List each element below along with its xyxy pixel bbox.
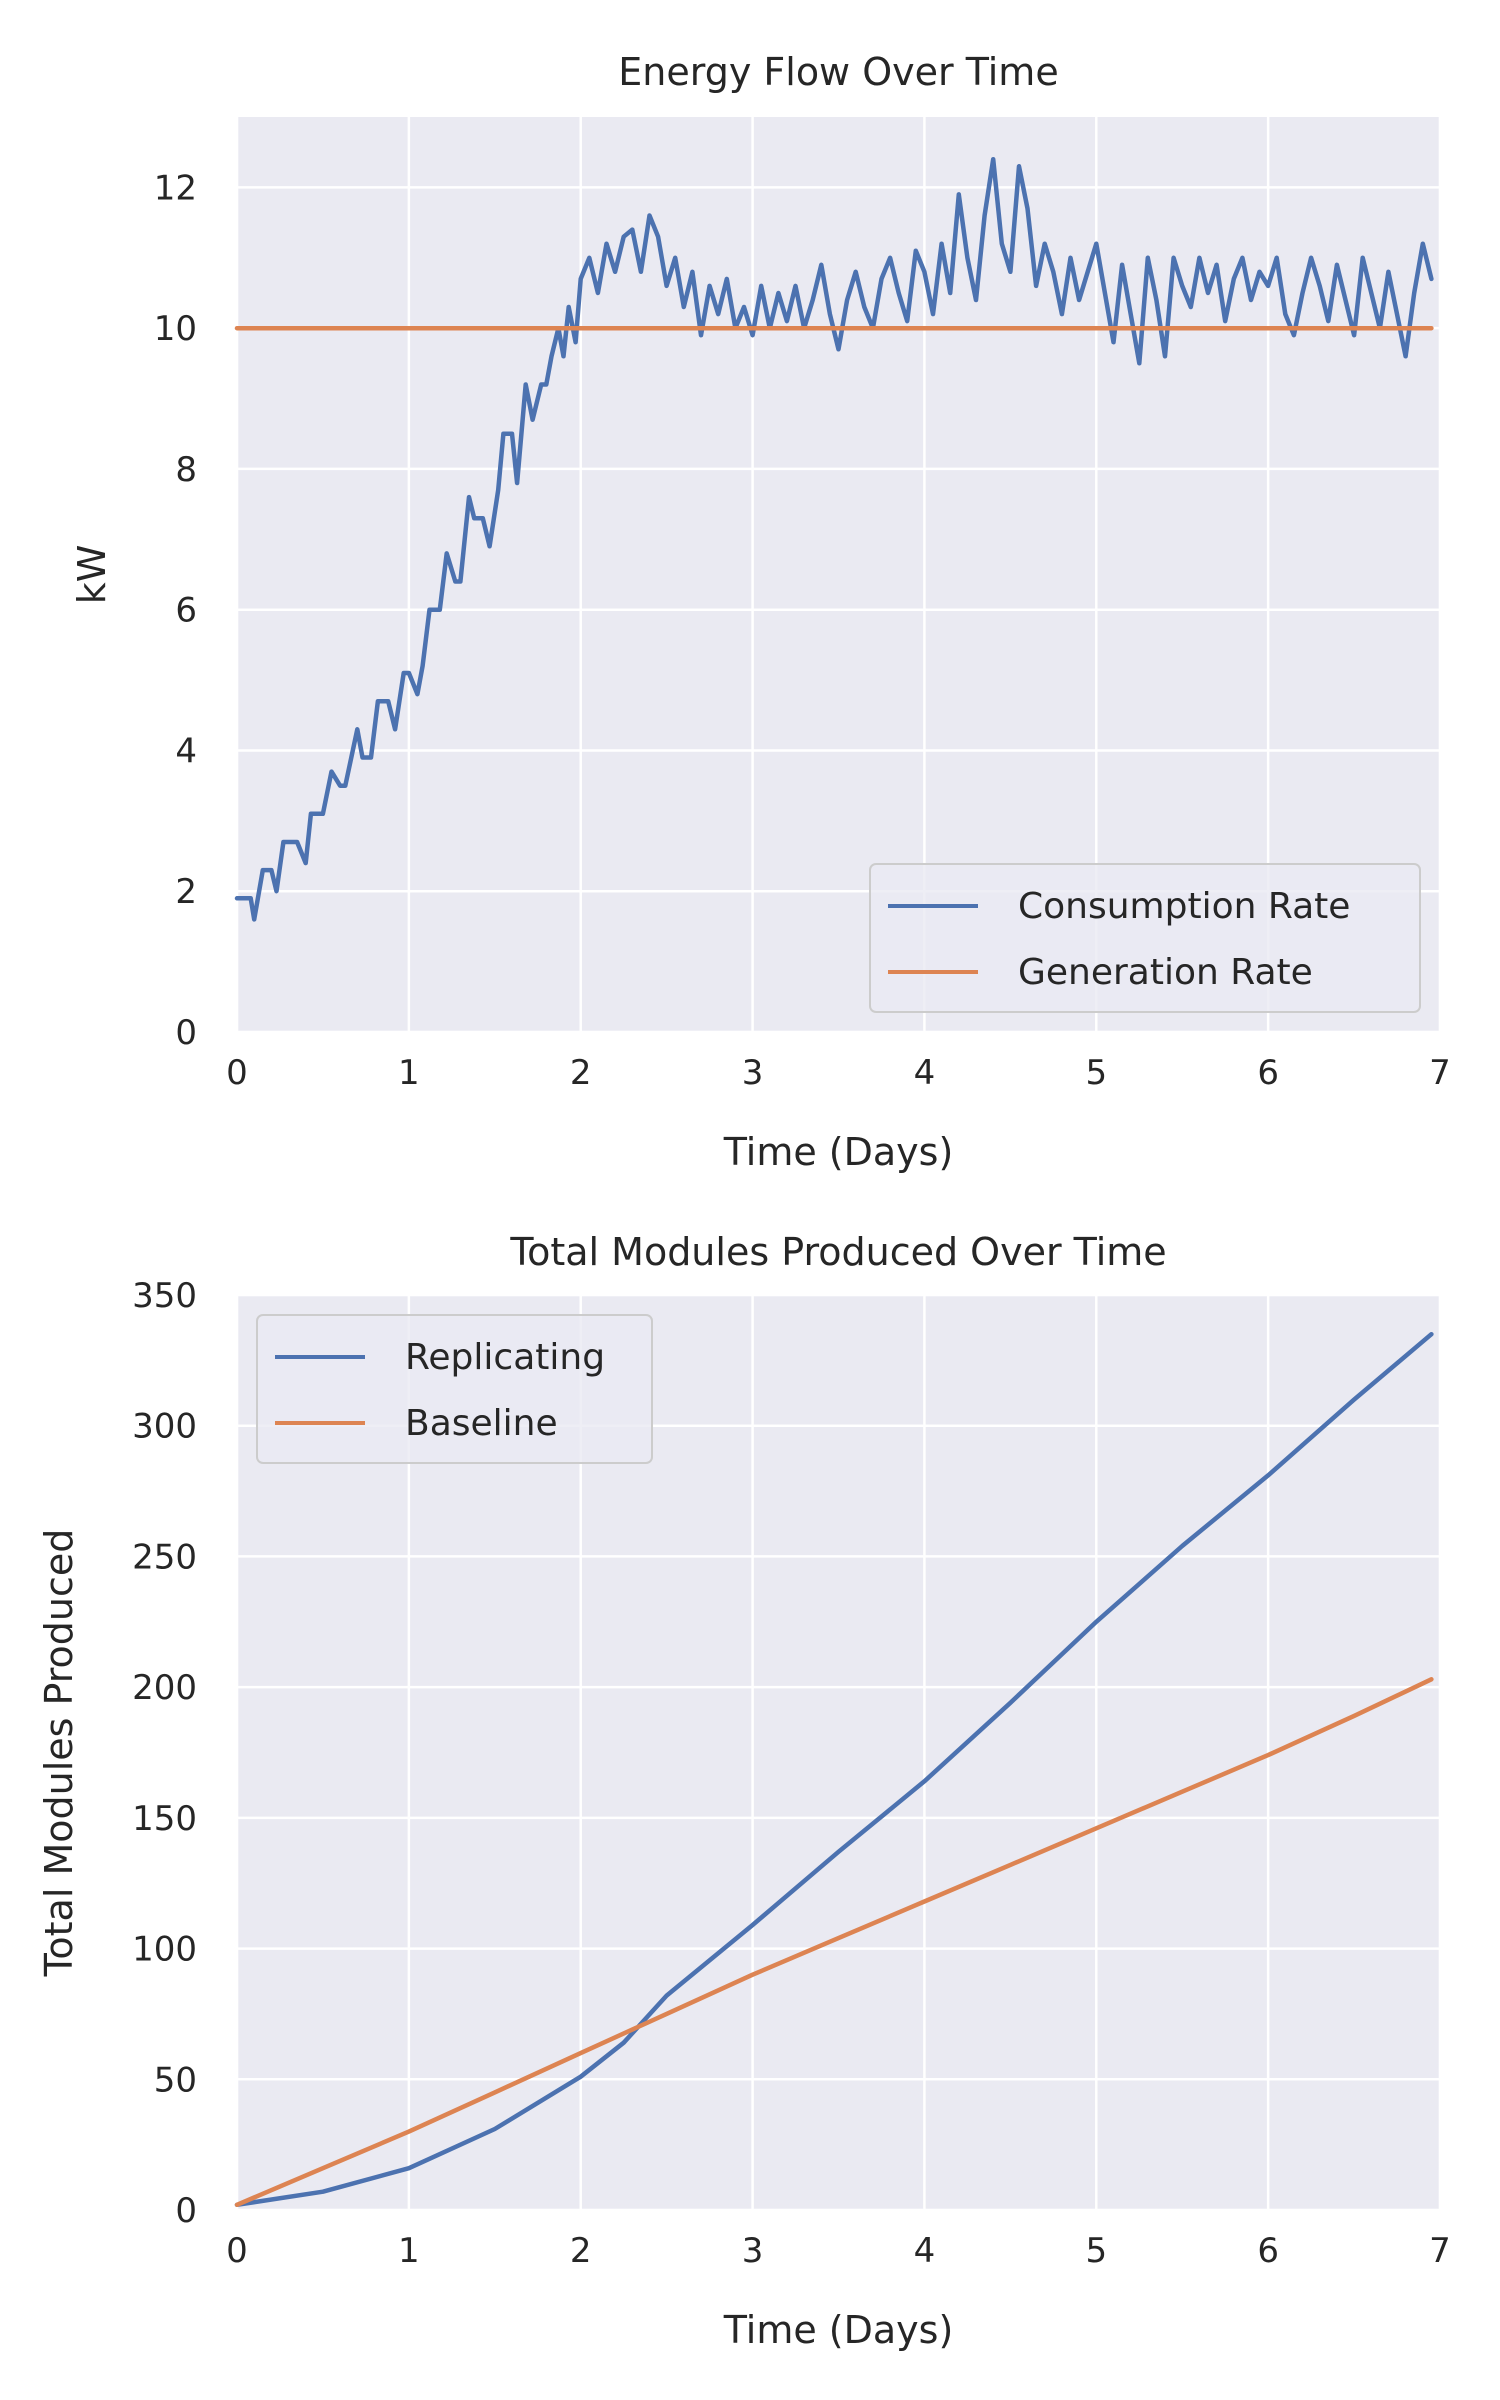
y-tick-label: 8 [175,450,197,490]
x-tick-label: 6 [1257,1053,1279,1093]
y-tick-label: 50 [154,2060,197,2100]
modules-ticks: 0 1 2 3 4 5 6 7 0 50 100 150 200 250 300 350 [132,1276,1451,2271]
series-line-consumption-rate [234,156,1434,922]
x-tick-label: 3 [742,1053,764,1093]
energy-legend: Consumption Rate Generation Rate [869,863,1421,1013]
x-tick-label: 2 [570,2231,592,2271]
x-tick-label: 0 [226,1053,248,1093]
y-tick-label: 12 [154,168,197,208]
x-tick-label: 2 [570,1053,592,1093]
x-tick-label: 0 [226,2231,248,2271]
y-tick-label: 0 [175,2191,197,2231]
energy-legend-box [869,863,1421,1013]
x-tick-label: 5 [1085,2231,1107,2271]
modules-series [234,1331,1434,2208]
y-tick-label: 2 [175,872,197,912]
energy-series [234,156,1434,922]
y-tick-label: 350 [132,1276,197,1316]
x-tick-label: 4 [914,2231,936,2271]
x-tick-label: 7 [1429,2231,1451,2271]
legend-label-generation: Generation Rate [1018,952,1313,993]
y-tick-label: 100 [132,1930,197,1970]
y-tick-label: 6 [175,591,197,631]
x-tick-label: 1 [398,2231,420,2271]
energy-chart-title: Energy Flow Over Time [618,50,1058,94]
modules-grid [235,1293,1442,2212]
x-tick-label: 7 [1429,1053,1451,1093]
y-tick-label: 250 [132,1537,197,1577]
legend-label-consumption: Consumption Rate [1018,886,1350,927]
x-tick-label: 3 [742,2231,764,2271]
series-line-baseline [234,1677,1434,2208]
energy-y-axis-label: kW [70,545,114,605]
modules-y-axis-label: Total Modules Produced [37,1529,81,1978]
y-tick-label: 4 [175,731,197,771]
y-tick-label: 0 [175,1013,197,1053]
x-tick-label: 4 [914,1053,936,1093]
legend-label-baseline: Baseline [405,1403,558,1444]
x-tick-label: 5 [1085,1053,1107,1093]
modules-legend-box [256,1314,653,1464]
modules-chart-title: Total Modules Produced Over Time [509,1230,1166,1274]
series-line-replicating [234,1331,1434,2208]
y-tick-label: 10 [154,309,197,349]
x-tick-label: 1 [398,1053,420,1093]
x-tick-label: 6 [1257,2231,1279,2271]
modules-legend: Replicating Baseline [256,1314,653,1464]
legend-label-replicating: Replicating [405,1337,605,1378]
modules-x-axis-label: Time (Days) [723,2308,954,2352]
energy-x-axis-label: Time (Days) [723,1130,954,1174]
y-tick-label: 200 [132,1668,197,1708]
modules-produced-panel: 0 1 2 3 4 5 6 7 0 50 100 150 200 250 300 350 Total Modu… [37,1230,1451,2352]
y-tick-label: 150 [132,1799,197,1839]
y-tick-label: 300 [132,1407,197,1447]
